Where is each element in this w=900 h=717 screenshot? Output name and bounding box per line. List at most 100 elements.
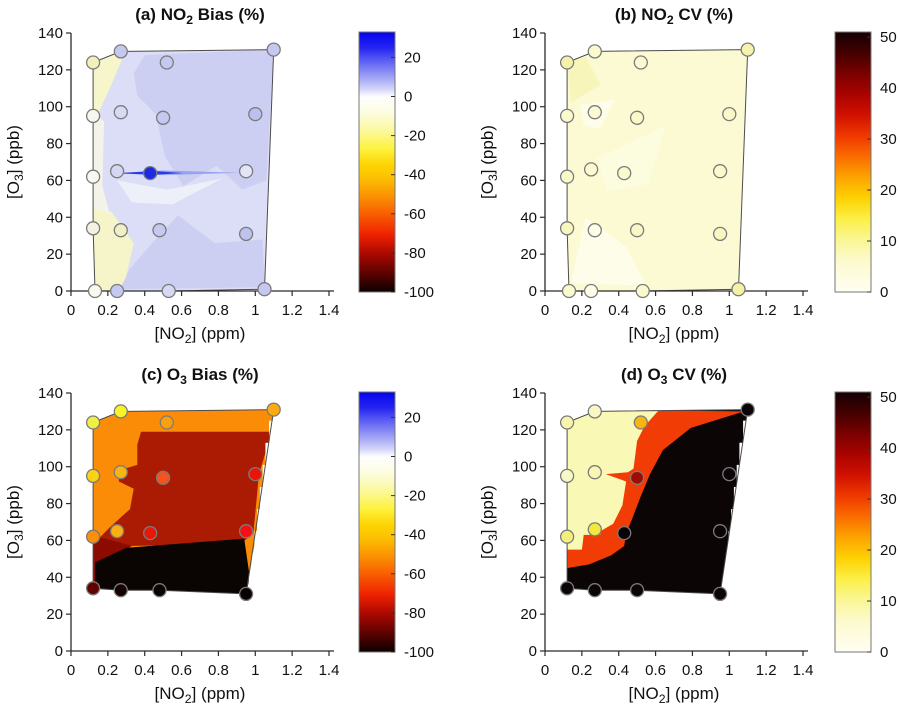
panel-c: 0 0.2 0.4 0.6 0.8 1 1.2 1.4 0 20 40 60 80 100 120 140 (c… bbox=[4, 365, 434, 706]
y-tick-label: 0 bbox=[55, 283, 63, 300]
data-point bbox=[266, 402, 281, 417]
panel-title: (a) NO2 Bias (%) bbox=[135, 5, 265, 27]
x-tick-label: 1.2 bbox=[756, 662, 777, 679]
data-point bbox=[159, 55, 174, 70]
colorbar-tick-label: -20 bbox=[404, 488, 426, 505]
panel-title: (d) O3 CV (%) bbox=[621, 365, 727, 387]
data-point bbox=[161, 283, 176, 299]
y-tick-label: 100 bbox=[512, 459, 537, 476]
panel-title: (c) O3 Bias (%) bbox=[141, 365, 258, 387]
contour-zone bbox=[567, 57, 601, 103]
x-tick-label: 1.4 bbox=[793, 302, 814, 319]
colorbar-tick-label: -60 bbox=[404, 206, 426, 223]
data-point bbox=[152, 583, 167, 598]
data-point bbox=[248, 106, 263, 122]
colorbar-tick-label: -80 bbox=[404, 605, 426, 622]
y-tick-label: 60 bbox=[46, 172, 63, 189]
colorbar-tick-label: -80 bbox=[404, 245, 426, 262]
data-point bbox=[629, 470, 645, 485]
data-point bbox=[587, 223, 602, 238]
y-tick-label: 120 bbox=[38, 422, 63, 439]
y-tick-label: 40 bbox=[520, 209, 537, 226]
colorbar-tick-label: 20 bbox=[404, 49, 421, 66]
x-tick-label: 0.6 bbox=[645, 302, 666, 319]
y-tick-label: 0 bbox=[529, 283, 537, 300]
y-tick-label: 60 bbox=[520, 172, 537, 189]
data-point bbox=[85, 468, 101, 484]
data-point bbox=[238, 226, 254, 242]
data-point bbox=[587, 404, 602, 419]
data-point bbox=[155, 110, 171, 125]
y-tick-label: 100 bbox=[38, 99, 63, 116]
data-point bbox=[113, 44, 128, 59]
data-point bbox=[266, 42, 281, 57]
contour-zone bbox=[95, 538, 250, 594]
data-point bbox=[559, 221, 575, 236]
colorbar-tick-label: -100 bbox=[404, 644, 434, 661]
x-tick-label: 0.8 bbox=[208, 662, 229, 679]
colorbar-tick-label: 40 bbox=[880, 440, 897, 457]
data-point bbox=[629, 110, 645, 125]
data-point bbox=[583, 283, 599, 299]
contour-zone bbox=[596, 125, 667, 192]
data-point bbox=[629, 223, 645, 238]
contour-zone bbox=[567, 49, 748, 291]
colorbar-tick-label: 20 bbox=[404, 409, 421, 426]
colorbar-tick-label: -60 bbox=[404, 566, 426, 583]
x-axis-label: [NO2] (ppm) bbox=[155, 324, 246, 346]
x-tick-label: 0 bbox=[541, 302, 549, 319]
panel-d: 0 0.2 0.4 0.6 0.8 1 1.2 1.4020406080100120140(d… bbox=[478, 365, 897, 706]
data-point bbox=[712, 524, 728, 539]
y-tick-label: 140 bbox=[38, 385, 63, 402]
x-tick-label: 1 bbox=[725, 662, 733, 679]
y-tick-label: 140 bbox=[512, 385, 537, 402]
y-tick-label: 20 bbox=[520, 606, 537, 623]
data-point bbox=[559, 169, 575, 184]
data-point bbox=[85, 55, 101, 70]
data-point bbox=[633, 415, 648, 430]
x-axis-label: [NO2] (ppm) bbox=[629, 324, 720, 346]
contour-zones bbox=[93, 49, 274, 291]
data-point bbox=[113, 583, 128, 598]
x-tick-label: 0.2 bbox=[571, 302, 592, 319]
y-tick-label: 120 bbox=[512, 62, 537, 79]
data-point bbox=[113, 404, 128, 419]
data-point bbox=[238, 164, 254, 179]
data-point bbox=[559, 468, 575, 484]
y-axis-label: [O3] (ppb) bbox=[478, 125, 500, 199]
y-tick-label: 140 bbox=[512, 25, 537, 42]
y-tick-label: 80 bbox=[46, 136, 63, 153]
data-point bbox=[712, 226, 728, 242]
data-point bbox=[583, 162, 599, 177]
data-point bbox=[559, 529, 575, 544]
colorbar-tick-label: -40 bbox=[404, 167, 426, 184]
data-point bbox=[113, 105, 128, 120]
colorbar-tick-label: 0 bbox=[404, 449, 412, 466]
x-tick-label: 1.4 bbox=[319, 662, 340, 679]
contour-zone bbox=[93, 534, 132, 589]
data-point bbox=[109, 524, 125, 539]
colorbar-tick-label: 0 bbox=[404, 89, 412, 106]
contour-zone bbox=[117, 215, 265, 290]
y-tick-label: 0 bbox=[55, 643, 63, 660]
colorbar-tick-label: 10 bbox=[880, 593, 897, 610]
x-tick-label: 0 bbox=[67, 662, 75, 679]
colorbar-tick-label: 50 bbox=[880, 29, 897, 46]
y-tick-label: 0 bbox=[529, 643, 537, 660]
x-tick-label: 0.2 bbox=[97, 662, 118, 679]
colorbar-tick-label: -40 bbox=[404, 527, 426, 544]
x-tick-label: 1 bbox=[251, 662, 259, 679]
x-tick-label: 0.6 bbox=[645, 662, 666, 679]
data-point bbox=[731, 282, 746, 297]
colorbar bbox=[358, 391, 396, 653]
data-point bbox=[633, 55, 648, 70]
data-point bbox=[159, 415, 174, 430]
x-tick-label: 0.4 bbox=[134, 302, 155, 319]
data-point bbox=[85, 415, 101, 430]
colorbar-tick-label: 0 bbox=[880, 644, 888, 661]
data-point bbox=[85, 108, 101, 124]
contour-zones bbox=[567, 409, 748, 594]
data-point bbox=[559, 108, 575, 124]
data-point bbox=[559, 581, 575, 596]
y-tick-label: 20 bbox=[46, 246, 63, 263]
